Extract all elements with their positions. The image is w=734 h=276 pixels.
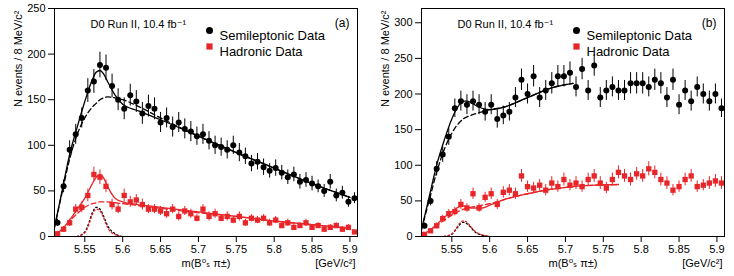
svg-text:D0 Run II, 10.4 fb⁻¹: D0 Run II, 10.4 fb⁻¹ — [91, 18, 187, 30]
svg-text:5.7: 5.7 — [191, 243, 206, 255]
svg-text:m(B⁰ₛ π±): m(B⁰ₛ π±) — [548, 257, 597, 269]
svg-text:5.6: 5.6 — [482, 243, 497, 255]
svg-text:5.8: 5.8 — [267, 243, 282, 255]
svg-text:5.7: 5.7 — [558, 243, 573, 255]
svg-text:N events / 8 MeV/c²: N events / 8 MeV/c² — [379, 10, 391, 107]
svg-text:5.75: 5.75 — [593, 243, 614, 255]
svg-text:200: 200 — [27, 48, 45, 60]
svg-text:0: 0 — [39, 230, 45, 242]
svg-text:5.65: 5.65 — [517, 243, 538, 255]
svg-text:5.55: 5.55 — [441, 243, 462, 255]
svg-text:[GeV/c²]: [GeV/c²] — [682, 257, 722, 269]
svg-text:5.85: 5.85 — [668, 243, 689, 255]
svg-text:(b): (b) — [702, 16, 717, 30]
svg-text:[GeV/c²]: [GeV/c²] — [315, 257, 355, 269]
svg-text:m(B⁰ₛ π±): m(B⁰ₛ π±) — [181, 257, 230, 269]
svg-text:5.55: 5.55 — [74, 243, 95, 255]
svg-text:5.8: 5.8 — [634, 243, 649, 255]
svg-text:5.9: 5.9 — [342, 243, 357, 255]
svg-text:(a): (a) — [335, 16, 350, 30]
svg-text:0: 0 — [406, 230, 412, 242]
svg-text:Semileptonic Data: Semileptonic Data — [220, 28, 326, 43]
svg-text:5.85: 5.85 — [301, 243, 322, 255]
svg-text:Semileptonic Data: Semileptonic Data — [587, 28, 693, 43]
svg-text:100: 100 — [27, 139, 45, 151]
svg-text:150: 150 — [394, 123, 412, 135]
svg-text:5.9: 5.9 — [709, 243, 724, 255]
svg-text:100: 100 — [394, 159, 412, 171]
svg-text:D0 Run II, 10.4 fb⁻¹: D0 Run II, 10.4 fb⁻¹ — [458, 18, 554, 30]
svg-text:5.6: 5.6 — [115, 243, 130, 255]
svg-text:5.75: 5.75 — [226, 243, 247, 255]
svg-text:50: 50 — [33, 184, 45, 196]
svg-text:5.65: 5.65 — [150, 243, 171, 255]
svg-text:300: 300 — [394, 16, 412, 28]
svg-text:250: 250 — [27, 2, 45, 14]
svg-text:N events / 8 MeV/c²: N events / 8 MeV/c² — [12, 10, 24, 107]
svg-text:200: 200 — [394, 88, 412, 100]
svg-text:150: 150 — [27, 93, 45, 105]
svg-text:250: 250 — [394, 52, 412, 64]
svg-text:50: 50 — [400, 194, 412, 206]
svg-text:Hadronic Data: Hadronic Data — [220, 44, 304, 59]
svg-text:Hadronic Data: Hadronic Data — [587, 44, 671, 59]
